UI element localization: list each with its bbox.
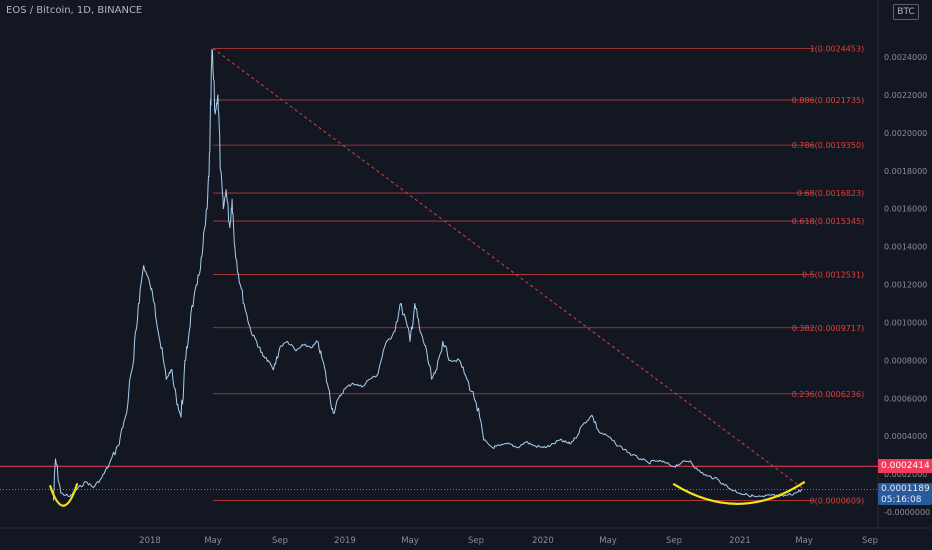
y-tick-label: 0.0006000 xyxy=(884,394,927,403)
symbol-title[interactable]: EOS / Bitcoin, 1D, BINANCE xyxy=(6,5,143,16)
y-tick-label: 0.0004000 xyxy=(884,432,927,441)
x-tick-label: Sep xyxy=(272,536,288,546)
x-tick-label: May xyxy=(401,536,419,546)
x-tick-label: 2020 xyxy=(532,536,554,546)
currency-badge[interactable]: BTC xyxy=(893,4,919,20)
y-tick-label: 0.0014000 xyxy=(884,243,927,252)
fib-level-label: 0.382(0.0009717) xyxy=(792,324,864,333)
y-tick-label: 0.0022000 xyxy=(884,91,927,100)
fib-level-label: 0.886(0.0021735) xyxy=(792,96,864,105)
horizontal-level-price-tag: 0.0002414 xyxy=(878,459,932,473)
fib-level-label: 0.786(0.0019350) xyxy=(792,141,864,150)
fib-level-label: 0.5(0.0012531) xyxy=(802,270,864,279)
y-tick-label: 0.0012000 xyxy=(884,281,927,290)
y-tick-label: 0.0008000 xyxy=(884,356,927,365)
fib-level-label: 1(0.0024453) xyxy=(810,44,865,53)
x-tick-label: Sep xyxy=(666,536,682,546)
price-series-line xyxy=(52,48,803,501)
x-tick-label: 2018 xyxy=(139,536,161,546)
fib-level-label: 0.68(0.0016823) xyxy=(797,189,864,198)
bar-countdown: 05:16:08 xyxy=(881,495,922,505)
trend-line xyxy=(212,48,805,490)
fib-level-label: 0.618(0.0015345) xyxy=(792,217,864,226)
y-tick-label: -0.0000000 xyxy=(884,508,930,517)
x-tick-label: 2021 xyxy=(729,536,751,546)
x-tick-label: 2019 xyxy=(334,536,356,546)
y-tick-label: 0.0018000 xyxy=(884,167,927,176)
y-tick-label: 0.0020000 xyxy=(884,129,927,138)
last-price-tag: 0.0001189 05:16:08 xyxy=(878,483,932,505)
x-tick-label: May xyxy=(795,536,813,546)
fib-level-label: 0.236(0.0006236) xyxy=(792,390,864,399)
x-tick-label: Sep xyxy=(862,536,878,546)
x-tick-label: May xyxy=(204,536,222,546)
last-price-value: 0.0001189 xyxy=(881,484,930,494)
y-tick-label: 0.0010000 xyxy=(884,318,927,327)
x-tick-label: May xyxy=(599,536,617,546)
y-tick-label: 0.0024000 xyxy=(884,53,927,62)
fib-level-label: 0(0.0000609) xyxy=(810,496,865,505)
y-tick-label: 0.0002000 xyxy=(884,470,927,479)
highlight-curve xyxy=(49,483,79,507)
highlight-curve xyxy=(672,481,806,505)
y-tick-label: 0.0016000 xyxy=(884,205,927,214)
x-tick-label: Sep xyxy=(468,536,484,546)
